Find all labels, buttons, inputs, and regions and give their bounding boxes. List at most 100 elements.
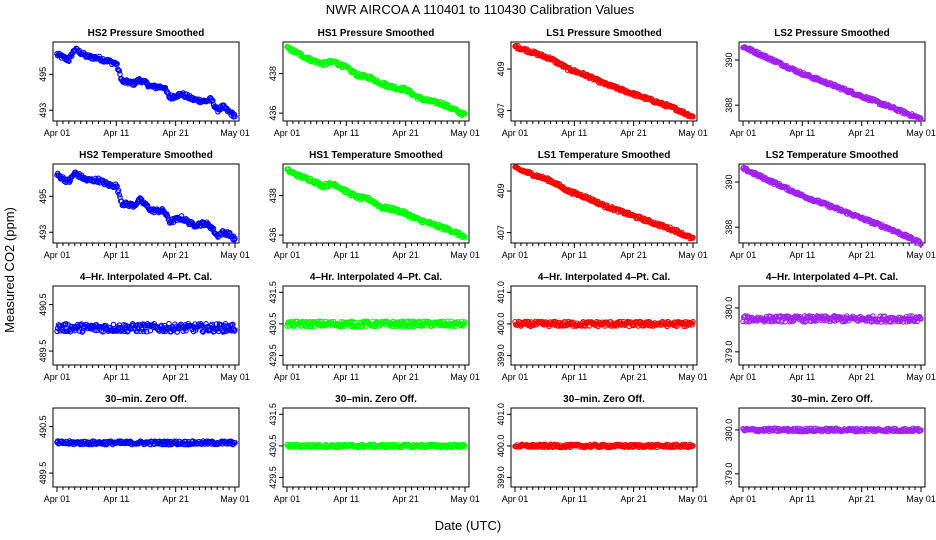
x-tick-label: Apr 11 (561, 372, 587, 382)
data-point (918, 427, 924, 433)
panel-title: HS2 Temperature Smoothed (79, 150, 213, 161)
x-tick-label: Apr 11 (333, 128, 359, 138)
data-point (370, 77, 376, 83)
y-tick-label: 400.0 (496, 435, 506, 458)
y-tick-label: 380.0 (724, 297, 734, 320)
panel-14: 30–min. Zero Off. 429.5 430.5 431.5 Apr 01 Ap… (268, 394, 480, 504)
data-point (460, 442, 467, 449)
x-axis-label: Date (UTC) (435, 518, 501, 533)
panel-title: 30–min. Zero Off. (563, 394, 645, 405)
data-point (354, 192, 361, 199)
y-tick-label: 429.5 (268, 344, 278, 367)
y-tick-label: 409 (496, 62, 506, 77)
panel-title: 4–Hr. Interpolated 4–Pt. Cal. (538, 272, 670, 283)
x-tick-label: Apr 21 (848, 250, 875, 260)
x-tick-label: Apr 01 (502, 372, 529, 382)
data-points (54, 320, 238, 335)
x-tick-label: May 01 (906, 250, 936, 260)
x-tick-label: May 01 (906, 372, 936, 382)
data-point (441, 224, 447, 230)
y-tick-label: 489.5 (38, 462, 48, 485)
data-point (690, 442, 696, 449)
data-point (115, 66, 121, 73)
y-tick-label: 388 (724, 98, 734, 113)
panel-12: 4–Hr. Interpolated 4–Pt. Cal. 379.0 380.0 A… (724, 272, 936, 382)
data-points (54, 169, 238, 243)
y-tick-label: 489.5 (38, 340, 48, 363)
data-point (461, 441, 468, 448)
x-tick-label: May 01 (678, 250, 708, 260)
x-tick-label: Apr 11 (103, 250, 129, 260)
data-point (462, 234, 468, 241)
x-tick-label: May 01 (220, 250, 250, 260)
y-tick-label: 493 (38, 103, 48, 118)
data-point (116, 192, 123, 198)
panel-title: LS2 Temperature Smoothed (766, 150, 899, 161)
x-tick-label: Apr 01 (44, 372, 71, 382)
panel-16: 30–min. Zero Off. 379.0 380.0 Apr 01 Apr 11 A… (724, 394, 936, 504)
x-tick-label: Apr 11 (561, 250, 587, 260)
y-tick-label: 401.0 (496, 403, 506, 426)
x-tick-label: Apr 11 (789, 128, 815, 138)
data-points (284, 441, 468, 451)
panel-title: HS1 Temperature Smoothed (309, 150, 443, 161)
data-points (740, 44, 924, 123)
panel-title: LS1 Pressure Smoothed (546, 28, 662, 39)
y-tick-label: 495 (38, 67, 48, 82)
x-tick-label: Apr 01 (274, 250, 301, 260)
x-tick-label: Apr 11 (561, 494, 587, 504)
data-point (217, 107, 223, 113)
y-tick-label: 390 (724, 175, 734, 190)
data-point (80, 328, 86, 334)
x-tick-label: Apr 21 (162, 250, 189, 260)
data-point (462, 444, 468, 450)
y-tick-label: 438 (268, 66, 278, 81)
y-tick-label: 436 (268, 228, 278, 243)
y-tick-label: 430.5 (268, 435, 278, 458)
y-tick-label: 409 (496, 184, 506, 199)
y-tick-label: 401.0 (496, 281, 506, 304)
data-point (116, 68, 123, 74)
data-point (134, 328, 140, 334)
panel-15: 30–min. Zero Off. 399.0 400.0 401.0 Apr 01 Ap… (496, 394, 708, 504)
data-points (284, 318, 468, 330)
x-tick-label: Apr 01 (730, 250, 757, 260)
x-tick-label: Apr 21 (620, 128, 647, 138)
data-point (319, 184, 326, 191)
panel-3: LS1 Pressure Smoothed 407 409 Apr 01 Apr 11 A… (496, 28, 708, 138)
x-tick-label: Apr 11 (103, 372, 129, 382)
data-point (114, 61, 120, 67)
data-point (76, 328, 83, 334)
data-point (232, 235, 238, 242)
x-tick-label: Apr 01 (502, 128, 529, 138)
plot-frame (52, 407, 240, 488)
panel-1: HS2 Pressure Smoothed 493 495 Apr 01 Apr 11 A… (38, 28, 250, 138)
data-points (512, 42, 696, 120)
y-tick-label: 400.0 (496, 313, 506, 336)
x-tick-label: Apr 01 (730, 128, 757, 138)
x-tick-label: Apr 21 (620, 494, 647, 504)
data-point (232, 113, 238, 120)
y-tick-label: 379.0 (724, 463, 734, 486)
data-point (833, 314, 840, 320)
y-tick-label: 431.5 (268, 403, 278, 426)
panel-title: 4–Hr. Interpolated 4–Pt. Cal. (80, 272, 212, 283)
data-points (54, 438, 238, 448)
data-points (740, 313, 924, 325)
data-point (128, 326, 134, 332)
data-point (232, 439, 238, 446)
y-tick-label: 399.0 (496, 466, 506, 489)
panel-title: LS1 Temperature Smoothed (538, 150, 671, 161)
data-point (92, 327, 98, 333)
y-tick-label: 390 (724, 53, 734, 68)
x-tick-label: May 01 (220, 494, 250, 504)
panel-title: 30–min. Zero Off. (791, 394, 873, 405)
panel-title: HS2 Pressure Smoothed (88, 28, 205, 39)
data-point (690, 113, 696, 120)
x-tick-label: Apr 11 (333, 372, 359, 382)
data-point (110, 321, 117, 328)
x-tick-label: Apr 01 (730, 372, 757, 382)
data-points (740, 164, 924, 247)
x-tick-label: Apr 01 (274, 494, 301, 504)
panel-title: 4–Hr. Interpolated 4–Pt. Cal. (766, 272, 898, 283)
